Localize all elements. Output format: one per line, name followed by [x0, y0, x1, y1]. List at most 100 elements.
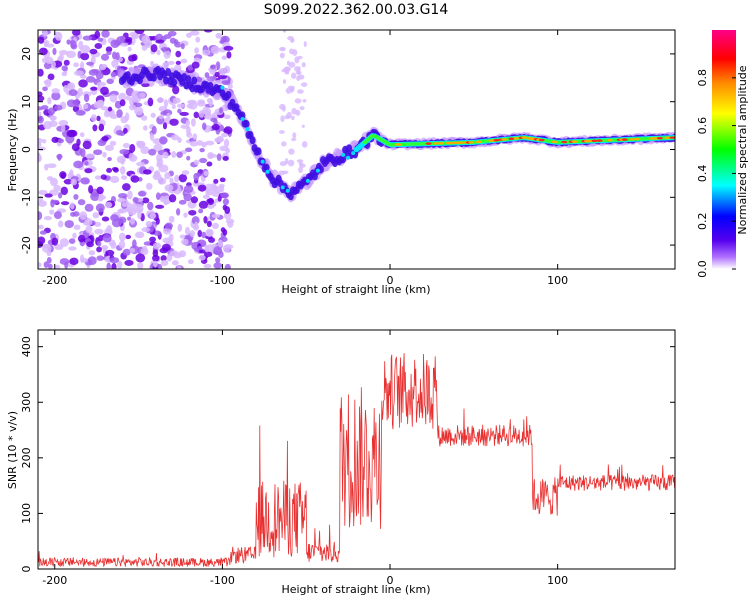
heatmap-noise-blob [63, 85, 69, 93]
heatmap-noise-blob [61, 71, 68, 77]
heatmap-noise-blob [185, 119, 191, 126]
heatmap-noise-blob [199, 157, 208, 164]
heatmap-noise-blob [128, 54, 137, 62]
heatmap-noise-blob [163, 99, 169, 108]
heatmap-noise-blob [203, 263, 212, 269]
heatmap-noise-blob [143, 125, 148, 131]
heatmap-noise-blob [100, 245, 109, 250]
heatmap-noise-blob [66, 39, 72, 45]
heatmap-noise-blob [59, 171, 67, 179]
heatmap-noise-blob [93, 149, 103, 156]
heatmap-noise-blob [201, 231, 207, 239]
heatmap-noise-blob [160, 47, 171, 52]
heatmap-noise-blob [203, 30, 213, 33]
heatmap-noise-blob [174, 174, 180, 183]
heatmap-noise-blob [68, 246, 77, 251]
heatmap-noise-blob [145, 220, 153, 228]
heatmap-noise-blob [206, 220, 212, 228]
heatmap-noise-blob [113, 167, 119, 173]
heatmap-noise-blob [196, 100, 206, 107]
heatmap-ridge-outer [191, 76, 198, 85]
heatmap-noise-blob [72, 30, 81, 36]
heatmap-noise-blob [171, 151, 177, 158]
heatmap-noise-blob [141, 197, 150, 204]
heatmap-noise-blob [206, 97, 213, 104]
heatmap-noise-blob [82, 103, 89, 110]
heatmap-noise-blob [47, 107, 56, 116]
heatmap-noise-blob [180, 58, 188, 64]
heatmap-noise-blob [38, 68, 44, 77]
heatmap-noise-blob [38, 95, 45, 102]
heatmap-noise-blob [156, 49, 161, 56]
heatmap-noise-blob [150, 44, 158, 53]
heatmap-noise-blob [297, 89, 304, 94]
heatmap-noise-blob [175, 60, 181, 65]
heatmap-noise-blob [217, 74, 228, 80]
heatmap-noise-blob [220, 192, 230, 199]
heatmap-noise-blob [85, 76, 96, 83]
heatmap-noise-blob [94, 228, 104, 235]
heatmap-noise-blob [38, 36, 45, 44]
heatmap-noise-blob [77, 234, 86, 243]
heatmap-noise-blob [90, 114, 97, 122]
heatmap-noise-blob [221, 80, 231, 86]
heatmap-noise-blob [178, 250, 187, 258]
heatmap-noise-blob [183, 185, 194, 194]
heatmap-noise-blob [64, 220, 74, 228]
heatmap-noise-blob [197, 184, 207, 192]
heatmap-noise-blob [301, 124, 305, 128]
heatmap-noise-blob [223, 114, 231, 120]
heatmap-noise-blob [84, 168, 93, 174]
heatmap-ridge-spot [220, 85, 225, 90]
heatmap-noise-blob [116, 109, 123, 118]
heatmap-noise-blob [46, 256, 52, 264]
heatmap-ridge-spot [315, 168, 320, 173]
heatmap-noise-blob [178, 199, 187, 205]
heatmap-noise-blob [284, 114, 290, 120]
heatmap-ridge-outer [243, 119, 250, 128]
heatmap-noise-blob [177, 223, 183, 232]
heatmap-noise-blob [152, 254, 160, 262]
heatmap-noise-blob [38, 111, 42, 117]
heatmap-noise-blob [125, 95, 132, 101]
heatmap-noise-blob [159, 136, 168, 145]
heatmap-noise-blob [68, 89, 78, 97]
heatmap-ridge-outer [207, 81, 214, 90]
heatmap-noise-blob [106, 262, 111, 269]
snr-ytick-label: 100 [20, 503, 33, 524]
spectrogram-ytick-label: 0 [20, 146, 33, 153]
heatmap-noise-blob [49, 115, 57, 121]
heatmap-noise-blob [45, 43, 55, 48]
heatmap-noise-blob [43, 216, 52, 221]
heatmap-noise-blob [136, 161, 146, 167]
snr-ytick-label: 0 [20, 566, 33, 573]
heatmap-noise-blob [291, 137, 297, 142]
heatmap-noise-blob [41, 243, 51, 248]
heatmap-noise-blob [59, 258, 70, 265]
heatmap-noise-blob [157, 177, 167, 185]
heatmap-ridge-peak [433, 142, 440, 145]
heatmap-noise-blob [160, 111, 169, 116]
heatmap-noise-blob [167, 60, 175, 65]
heatmap-noise-blob [221, 132, 228, 138]
heatmap-noise-blob [75, 110, 86, 116]
heatmap-noise-blob [211, 123, 220, 131]
heatmap-noise-blob [141, 45, 148, 51]
heatmap-noise-blob [79, 132, 85, 138]
heatmap-noise-blob [215, 257, 221, 264]
heatmap-noise-blob [222, 198, 230, 206]
heatmap-noise-blob [70, 211, 76, 217]
heatmap-noise-blob [219, 185, 225, 193]
heatmap-noise-blob [119, 99, 126, 107]
heatmap-noise-blob [292, 49, 298, 56]
heatmap-noise-blob [38, 115, 44, 124]
heatmap-noise-blob [42, 138, 47, 144]
heatmap-noise-blob [203, 216, 208, 224]
heatmap-noise-blob [188, 209, 197, 216]
heatmap-noise-blob [38, 138, 44, 144]
heatmap-noise-blob [168, 215, 175, 223]
heatmap-noise-blob [54, 104, 63, 111]
heatmap-noise-blob [177, 137, 182, 143]
heatmap-noise-blob [63, 178, 73, 185]
